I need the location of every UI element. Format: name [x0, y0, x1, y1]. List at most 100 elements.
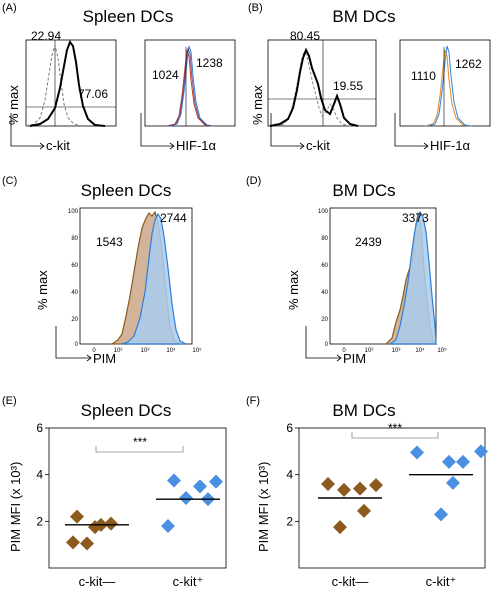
ckit-pos-point — [209, 474, 223, 489]
plot-frame — [329, 207, 437, 345]
y-tick-label: 2 — [286, 514, 293, 528]
mfi-left-value: 1024 — [152, 68, 179, 82]
panel-b-title: BM DCs — [332, 7, 395, 26]
mfi-left-value: 1110 — [411, 69, 436, 83]
mfi-left-value: 2439 — [355, 235, 382, 249]
x-tick-label: 10⁵ — [437, 347, 447, 354]
y-tick-label: 100 — [68, 209, 79, 215]
arrowhead-icon — [336, 354, 342, 362]
panel-e-scatter: PIM MFI (x 10³) *** c-kit— c-kit⁺ 2 4 6 — [8, 421, 227, 589]
y-tick-label: 80 — [71, 236, 78, 242]
x-tick-label: 10³ — [392, 348, 401, 354]
axis-arrow — [270, 113, 303, 147]
ckit-pos-point — [179, 491, 193, 505]
ckit-curve — [269, 47, 359, 127]
y-tick-label: 2 — [36, 514, 43, 528]
x-tick-label: 0 — [342, 348, 346, 354]
panel-e-title: Spleen DCs — [81, 401, 172, 420]
x-tick-label: 0 — [92, 348, 96, 354]
panel-f-scatter: PIM MFI (x 10³) *** c-kit— c-kit⁺ 246 — [256, 421, 488, 589]
significance-bracket — [95, 446, 184, 453]
panel-c-title: Spleen DCs — [81, 181, 172, 200]
gate-low-value: 22.94 — [31, 29, 61, 43]
significance-bracket — [351, 432, 439, 439]
ckit-neg-point — [357, 503, 371, 518]
x-tick-label: 10³ — [141, 348, 150, 354]
axis-arrow — [55, 326, 90, 359]
pim-ckit-pos-fill — [121, 212, 187, 345]
y-axis-label: % max — [286, 270, 301, 310]
plot-frame — [48, 427, 227, 569]
arrowhead-icon — [169, 142, 175, 150]
plot-frame — [399, 39, 491, 127]
x-tick-label: 10⁵ — [192, 347, 202, 354]
panel-label-f: (F) — [246, 395, 260, 407]
y-tick-label: 0 — [325, 342, 329, 348]
ckit-neg-point — [333, 520, 347, 535]
y-tick-label: 4 — [36, 468, 43, 482]
plot-frame — [298, 427, 486, 569]
axis-arrow — [305, 326, 340, 359]
ckit-neg-point — [66, 535, 80, 550]
x-axis-label: PIM — [93, 351, 116, 366]
ckit-pos-point — [167, 473, 181, 488]
axis-arrow — [394, 113, 427, 147]
x-category-label: c-kit⁺ — [426, 574, 457, 589]
panel-d-title: BM DCs — [332, 181, 395, 200]
arrowhead-icon — [423, 142, 429, 150]
axis-arrow — [140, 113, 173, 147]
panel-a-title: Spleen DCs — [83, 7, 174, 26]
x-axis-label: PIM — [343, 351, 366, 366]
x-axis-label: HIF-1α — [176, 138, 217, 153]
mfi-right-value: 1238 — [196, 56, 223, 70]
y-ticks: 100 80 60 40 20 0 — [68, 209, 79, 348]
ckit-pos-point — [446, 475, 460, 490]
panel-b-hif-histogram: 1110 1262 HIF-1α — [394, 39, 491, 153]
plot-frame — [267, 39, 377, 127]
panel-f-title: BM DCs — [332, 401, 395, 420]
panel-label-c: (C) — [2, 175, 17, 187]
ckit-pos-point — [410, 445, 424, 460]
mfi-right-value: 3373 — [402, 211, 429, 225]
x-tick-label: 10² — [114, 348, 123, 354]
x-category-label: c-kit— — [79, 574, 116, 589]
hif-ckit-pos-curve — [169, 45, 215, 127]
y-axis-label: PIM MFI (x 10³) — [256, 462, 271, 552]
ckit-neg-point — [369, 478, 383, 493]
x-tick-label: 10⁴ — [166, 347, 176, 354]
gate-high-value: 77.06 — [78, 87, 108, 101]
ckit-neg-point — [321, 477, 335, 491]
ckit-neg-point — [337, 482, 351, 497]
ckit-neg-point — [353, 481, 367, 496]
x-ticks: 0 10² 10³ 10⁴ 10⁵ — [342, 347, 447, 354]
y-tick-label: 20 — [71, 317, 78, 323]
ckit-neg-point — [80, 536, 94, 551]
pim-ckit-pos-fill — [388, 210, 437, 345]
y-axis-label: % max — [250, 85, 265, 125]
panel-a-hif-histogram: 1024 1238 HIF-1α — [140, 39, 236, 153]
y-tick-label: 100 — [318, 209, 329, 215]
panel-d-pim-histogram: 100 80 60 40 20 0 2439 3373 0 10² 10³ 10… — [286, 207, 447, 366]
arrowhead-icon — [299, 142, 305, 150]
panel-label-b: (B) — [248, 2, 263, 14]
y-axis-label: PIM MFI (x 10³) — [8, 462, 23, 552]
ckit-neg-point — [104, 516, 118, 531]
y-tick-label: 0 — [75, 342, 79, 348]
x-axis-label: c-kit — [46, 138, 70, 153]
plot-frame — [25, 39, 117, 127]
y-tick-label: 6 — [286, 421, 293, 435]
y-tick-label: 40 — [71, 290, 78, 296]
x-tick-label: 10⁴ — [415, 347, 425, 354]
panel-label-d: (D) — [246, 175, 261, 187]
y-tick-label: 40 — [321, 290, 328, 296]
panel-b-ckit-histogram: 80.45 19.55 % max c-kit — [250, 29, 377, 153]
y-tick-label: 60 — [321, 263, 328, 269]
y-tick-label: 6 — [36, 421, 43, 435]
ckit-pos-point — [474, 444, 488, 459]
isotype-curve — [25, 43, 83, 127]
panel-label-a: (A) — [2, 2, 17, 14]
x-category-label: c-kit— — [332, 574, 369, 589]
x-ticks: 0 10² 10³ 10⁴ 10⁵ — [92, 347, 202, 354]
y-tick-label: 60 — [71, 263, 78, 269]
